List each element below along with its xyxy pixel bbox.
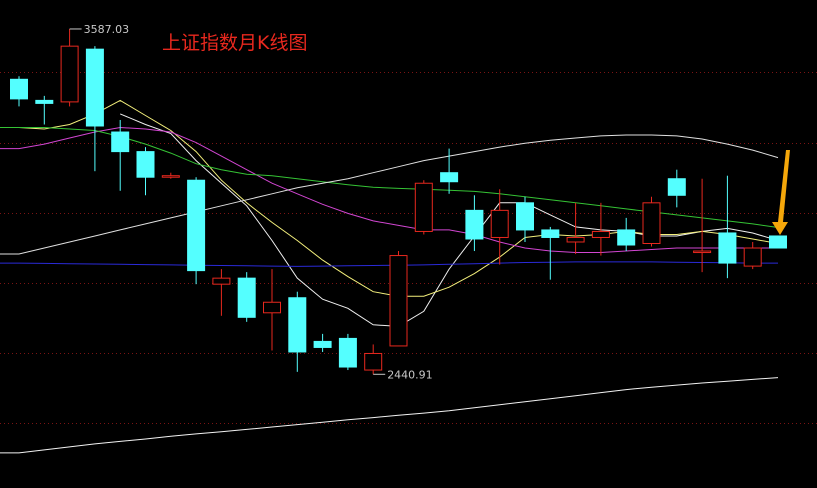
annotation-high: 3587.03 <box>69 23 130 36</box>
candle-body <box>338 337 357 368</box>
candle-body <box>566 236 585 243</box>
candle-body <box>667 178 686 196</box>
arrow-icon <box>772 150 790 235</box>
candle-body <box>414 182 433 232</box>
candle-16 <box>414 180 433 235</box>
candle-30 <box>769 235 787 249</box>
candle-body <box>718 232 737 264</box>
annotation-low: 2440.91 <box>373 368 433 381</box>
ma10-line <box>0 99 779 297</box>
candle-body <box>212 277 231 285</box>
candle-body <box>743 247 762 267</box>
candle-14 <box>364 344 383 375</box>
candle-7 <box>187 177 206 285</box>
candle-body <box>60 45 79 103</box>
candle-body <box>288 297 307 353</box>
candle-body <box>642 202 661 244</box>
annotations: 3587.03 2440.91 <box>69 23 433 381</box>
ma60-line <box>0 134 779 255</box>
candle-body <box>313 340 332 348</box>
chart-title: 上证指数月K线图 <box>162 32 308 54</box>
candle-18 <box>465 195 484 252</box>
candle-28 <box>718 175 737 279</box>
candle-body <box>364 352 383 371</box>
annotation-label: 2440.91 <box>387 368 433 381</box>
candle-0 <box>10 76 28 107</box>
candle-24 <box>617 217 636 252</box>
candle-13 <box>338 333 357 371</box>
arrow-shape <box>772 150 790 235</box>
candle-body <box>111 131 130 153</box>
ma20-line <box>0 126 778 253</box>
candle-26 <box>667 169 686 208</box>
candle-8 <box>212 269 231 316</box>
grid-lines <box>0 72 817 424</box>
candle-1 <box>35 95 54 125</box>
candle-9 <box>237 272 256 322</box>
candle-23 <box>591 202 610 256</box>
candle-body <box>465 209 484 240</box>
candle-body <box>440 172 459 183</box>
candle-body <box>516 202 534 231</box>
candle-29 <box>743 241 762 270</box>
moving-average-lines <box>0 99 779 454</box>
candle-19 <box>490 189 509 265</box>
candle-15 <box>389 251 408 347</box>
candle-body <box>769 235 787 249</box>
candle-body <box>10 78 28 100</box>
candle-12 <box>313 333 332 352</box>
candle-body <box>263 301 281 314</box>
candle-body <box>161 175 180 178</box>
candle-2 <box>60 28 79 107</box>
candle-10 <box>263 269 281 351</box>
candle-21 <box>541 226 560 280</box>
ma120-line <box>0 261 778 267</box>
candle-5 <box>136 147 155 196</box>
candle-body <box>237 277 256 318</box>
candle-4 <box>111 119 130 191</box>
candle-body <box>490 209 509 238</box>
candle-20 <box>516 196 534 242</box>
ma5-line <box>120 113 779 327</box>
candle-body <box>693 250 712 254</box>
candle-27 <box>693 178 712 273</box>
candle-body <box>389 255 408 347</box>
candle-3 <box>85 46 104 172</box>
candle-25 <box>642 196 661 247</box>
candle-11 <box>288 291 307 372</box>
ma250-line <box>0 377 779 454</box>
candle-body <box>85 48 104 127</box>
candle-22 <box>566 202 585 255</box>
candle-body <box>541 229 560 238</box>
annotation-label: 3587.03 <box>84 23 130 36</box>
candle-6 <box>161 172 180 179</box>
candle-body <box>591 230 610 238</box>
candle-body <box>617 229 636 246</box>
candles <box>10 28 787 375</box>
candle-body <box>35 99 54 104</box>
candle-body <box>136 151 155 178</box>
candle-body <box>187 179 206 272</box>
candle-17 <box>440 148 459 194</box>
